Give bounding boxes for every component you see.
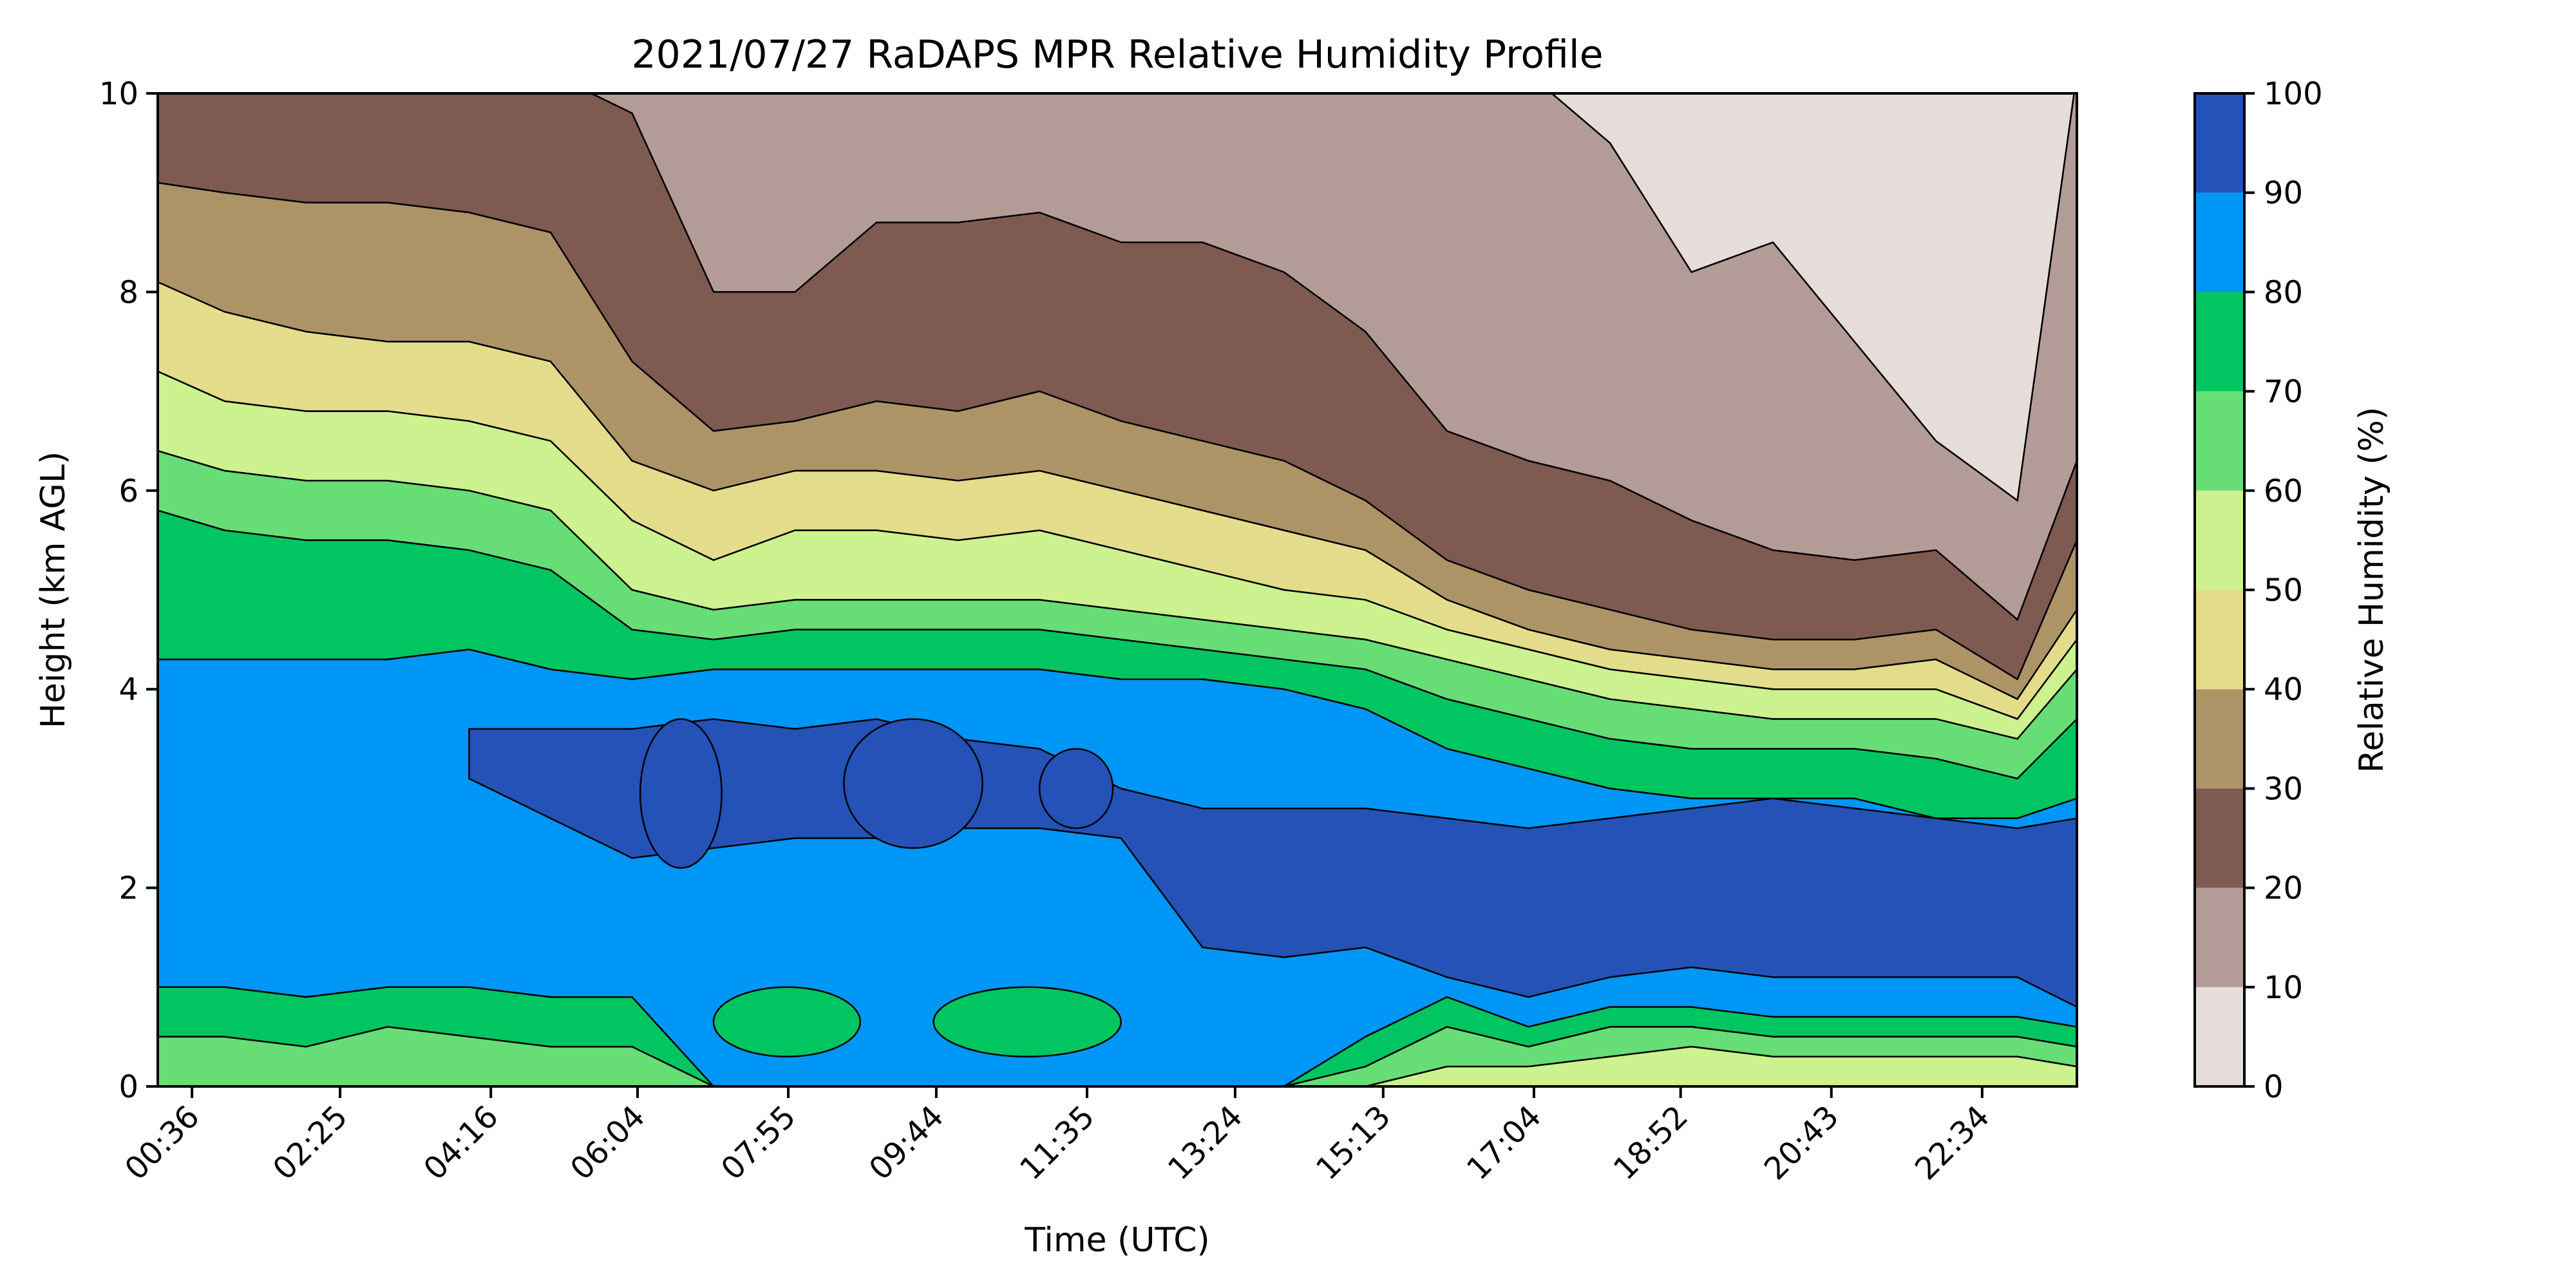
colorbar-segment	[2195, 193, 2244, 292]
moist-patch	[843, 718, 983, 849]
x-tick-label: 17:04	[1460, 1099, 1548, 1187]
colorbar-tick-label: 40	[2264, 672, 2303, 708]
x-tick-label: 09:44	[862, 1099, 951, 1187]
y-axis-label: Height (km AGL)	[34, 451, 73, 728]
colorbar-segment	[2195, 788, 2244, 888]
colorbar-tick-label: 50	[2264, 573, 2303, 609]
y-axis: 0 2 4 6 8 10	[99, 76, 158, 1105]
contour-plot-area	[158, 93, 2077, 1086]
colorbar-segment	[2195, 490, 2244, 590]
colorbar-tick-label: 10	[2264, 970, 2303, 1006]
colorbar: 0 10 20 30 40 50 60 70 80 90 100	[2193, 76, 2323, 1105]
colorbar-label: Relative Humidity (%)	[2353, 407, 2391, 773]
x-axis: 00:36 02:25 04:16 06:04 07:55 09:44 11:35 13:24…	[118, 1086, 1996, 1187]
x-tick-label: 02:25	[266, 1099, 354, 1187]
x-tick-label: 20:43	[1757, 1099, 1846, 1187]
colorbar-segment	[2195, 987, 2244, 1086]
plot-frame	[156, 92, 2078, 1088]
colorbar-tick-label: 100	[2264, 76, 2323, 112]
x-tick-label: 13:24	[1161, 1099, 1249, 1187]
colorbar-tick-label: 90	[2264, 175, 2303, 211]
colorbar-segment	[2195, 689, 2244, 789]
colorbar-tick-label: 80	[2264, 274, 2303, 310]
colorbar-tick-label: 20	[2264, 871, 2303, 907]
rh-band-0-10	[1550, 93, 2075, 502]
colorbar-tick-label: 70	[2264, 374, 2303, 410]
moist-patch	[1038, 748, 1114, 829]
x-tick-label: 22:34	[1908, 1099, 1996, 1187]
y-tick-label: 0	[118, 1069, 138, 1105]
colorbar-segment	[2195, 391, 2244, 491]
x-tick-label: 00:36	[118, 1099, 206, 1187]
moist-patch	[933, 986, 1122, 1057]
colorbar-tick-label: 30	[2264, 771, 2303, 807]
x-tick-label: 06:04	[564, 1099, 652, 1187]
colorbar-segment	[2195, 292, 2244, 392]
rh-band-50-60-surface	[158, 1046, 2077, 1086]
y-tick-label: 4	[118, 672, 138, 708]
x-tick-label: 15:13	[1309, 1099, 1397, 1187]
x-axis-label: Time (UTC)	[1024, 1221, 1209, 1260]
x-tick-label: 11:35	[1013, 1099, 1101, 1187]
y-tick-label: 10	[99, 76, 138, 112]
y-tick-label: 6	[118, 473, 138, 509]
y-tick-label: 8	[118, 274, 138, 310]
moist-patch	[639, 718, 723, 869]
colorbar-segment	[2195, 887, 2244, 987]
x-tick-label: 07:55	[714, 1099, 802, 1187]
colorbar-tick-label: 0	[2264, 1069, 2284, 1105]
colorbar-tick-label: 60	[2264, 473, 2303, 509]
colorbar-segment	[2195, 590, 2244, 690]
x-tick-label: 18:52	[1607, 1099, 1695, 1187]
y-tick-label: 2	[118, 871, 138, 907]
colorbar-segment	[2195, 93, 2244, 193]
x-tick-label: 04:16	[417, 1099, 505, 1187]
rh-band-70-80-surface	[158, 986, 2077, 1086]
moist-patch	[712, 986, 862, 1057]
chart-title: 2021/07/27 RaDAPS MPR Relative Humidity …	[632, 32, 1604, 77]
rh-band-60-70-surface	[158, 1026, 2077, 1086]
